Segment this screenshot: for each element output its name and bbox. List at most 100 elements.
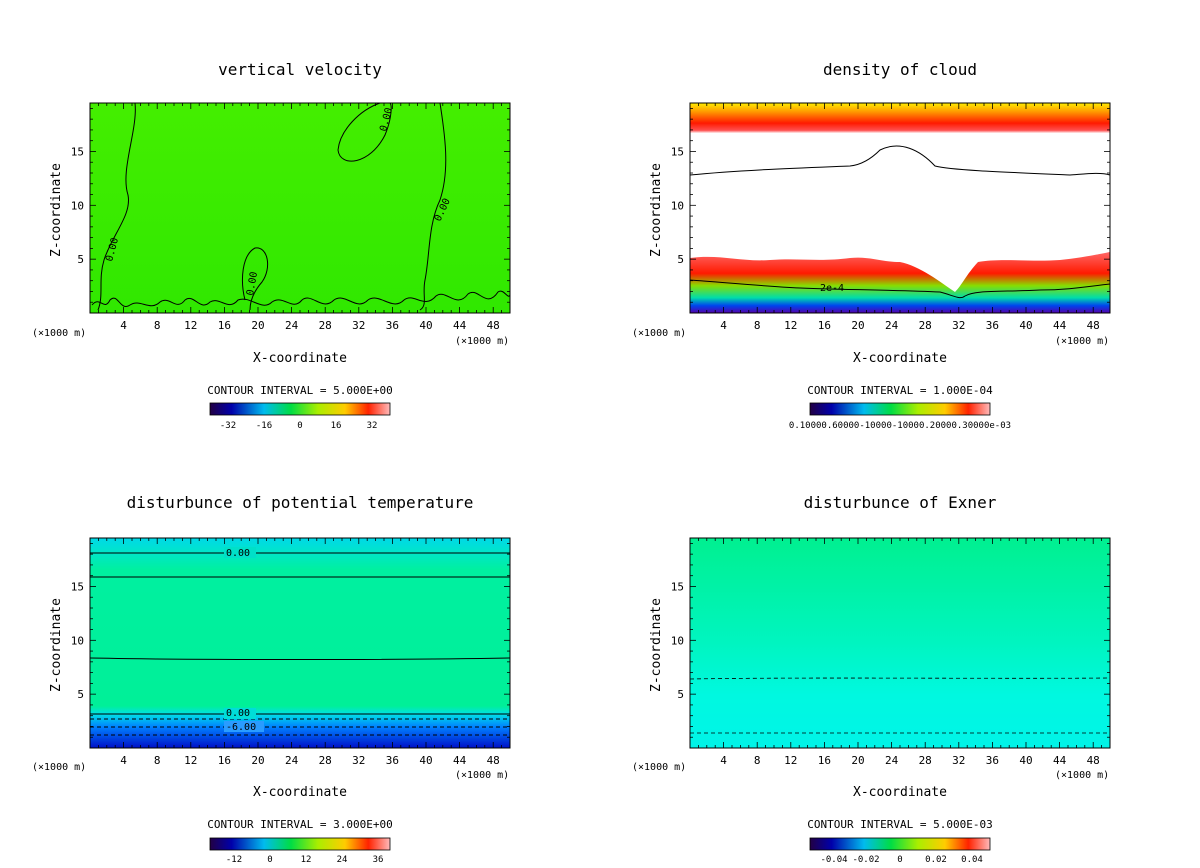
x-tick-label: 40: [1019, 319, 1032, 332]
x-unit-right: (×1000 m): [455, 336, 509, 347]
cloud-top-field: [690, 103, 1110, 175]
x-axis: 4 8 12 16 20 24 28 32 36 40 44 48: [698, 538, 1102, 767]
x-tick-label: 32: [352, 319, 365, 332]
x-tick-label: 12: [784, 319, 797, 332]
y-tick-label: 15: [671, 580, 684, 593]
colorbar-ticks: -32 -16 0 16 32: [220, 421, 378, 431]
x-tick-label: 48: [487, 754, 500, 767]
panel-density-of-cloud: density of cloud 2e-4 4 8 12 16 20 24 28 32 36 40…: [632, 60, 1111, 431]
x-tick-label: 44: [1053, 754, 1067, 767]
colorbar-tick: 36: [373, 855, 384, 865]
contour-line: [689, 677, 1111, 680]
x-tick-label: 4: [120, 319, 127, 332]
x-tick-label: 28: [919, 319, 932, 332]
colorbar-tick: 12: [301, 855, 312, 865]
x-tick-label: 8: [154, 754, 161, 767]
contour-label-bg: [224, 708, 256, 719]
x-tick-label: 12: [184, 319, 197, 332]
contour-line: [89, 657, 511, 660]
x-tick-label: 20: [851, 319, 864, 332]
x-tick-label: 20: [251, 754, 264, 767]
x-tick-label: 44: [1053, 319, 1067, 332]
contour-line: [419, 102, 447, 311]
x-tick-label: 8: [754, 319, 761, 332]
x-tick-label: 40: [419, 319, 432, 332]
plot-field: [90, 103, 510, 313]
colorbar-tick: 24: [337, 855, 348, 865]
y-tick-label: 5: [77, 688, 84, 701]
x-axis-label: X-coordinate: [253, 785, 347, 800]
x-tick-label: 16: [218, 754, 231, 767]
contour-label: -6.00: [226, 722, 256, 733]
x-unit-right: (×1000 m): [1055, 336, 1109, 347]
colorbar-tick: -0.04: [820, 855, 847, 865]
x-tick-label: 16: [818, 319, 831, 332]
colorbar-tick: 32: [367, 421, 378, 431]
x-tick-label: 48: [1087, 754, 1100, 767]
y-tick-label: 15: [71, 580, 84, 593]
y-axis-label: Z-coordinate: [49, 163, 64, 257]
x-tick-label: 4: [120, 754, 127, 767]
x-tick-label: 36: [386, 754, 399, 767]
chart-title: disturbunce of potential temperature: [127, 493, 474, 512]
contour-line: [91, 290, 511, 307]
y-tick-label: 5: [677, 253, 684, 266]
x-tick-label: 28: [319, 319, 332, 332]
colorbar: [809, 837, 991, 851]
x-tick-label: 24: [285, 754, 299, 767]
y-tick-label: 10: [671, 199, 684, 212]
y-axis-label: Z-coordinate: [649, 163, 664, 257]
chart-title: disturbunce of Exner: [804, 493, 997, 512]
x-unit-right: (×1000 m): [455, 770, 509, 781]
y-axis: 5 10 15: [71, 107, 510, 303]
plot-field: [90, 538, 510, 748]
x-axis-label: X-coordinate: [853, 351, 947, 366]
x-tick-label: 36: [986, 319, 999, 332]
x-unit-left: (×1000 m): [632, 328, 686, 339]
x-unit-left: (×1000 m): [632, 762, 686, 773]
x-tick-label: 12: [184, 754, 197, 767]
x-tick-label: 40: [419, 754, 432, 767]
x-tick-label: 36: [386, 319, 399, 332]
colorbar-tick: -12: [226, 855, 242, 865]
chart-title: vertical velocity: [218, 60, 382, 79]
x-tick-label: 40: [1019, 754, 1032, 767]
contour-interval: CONTOUR INTERVAL = 3.000E+00: [207, 818, 392, 831]
y-axis-label: Z-coordinate: [649, 598, 664, 692]
panel-exner: disturbunce of Exner 4 8 12 16 20 24 28 32 36 40 4…: [632, 493, 1111, 865]
x-tick-label: 32: [952, 319, 965, 332]
x-tick-label: 44: [453, 754, 467, 767]
colorbar-tick: -32: [220, 421, 236, 431]
contour-interval: CONTOUR INTERVAL = 1.000E-04: [807, 384, 993, 397]
x-tick-label: 44: [453, 319, 467, 332]
colorbar-tick: 0.04: [961, 855, 983, 865]
colorbar-ticks: -0.04 -0.02 0 0.02 0.04: [820, 855, 982, 865]
y-tick-label: 5: [677, 688, 684, 701]
contour-label-bg: [224, 547, 256, 558]
x-tick-label: 24: [885, 319, 899, 332]
contour-label-bg: [224, 721, 264, 732]
cloud-low-field: [690, 252, 1110, 313]
colorbar-tick: -16: [256, 421, 272, 431]
x-tick-label: 28: [919, 754, 932, 767]
x-tick-label: 28: [319, 754, 332, 767]
x-tick-label: 20: [851, 754, 864, 767]
colorbar: [209, 402, 391, 416]
contour-interval: CONTOUR INTERVAL = 5.000E-03: [807, 818, 992, 831]
x-axis: 4 8 12 16 20 24 28 32 36 40 44 48: [98, 538, 503, 767]
x-tick-label: 16: [218, 319, 231, 332]
contour-lines: [89, 552, 511, 736]
x-axis: 4 8 12 16 20 24 28 32 36 40 44 48: [98, 103, 503, 332]
contour-labels: 0.00 0.00 -6.00: [224, 547, 264, 733]
contour-interval: CONTOUR INTERVAL = 5.000E+00: [207, 384, 392, 397]
x-axis-label: X-coordinate: [253, 351, 347, 366]
x-tick-label: 36: [986, 754, 999, 767]
y-tick-label: 10: [71, 634, 84, 647]
contour-lines: [689, 145, 1111, 299]
x-tick-label: 32: [352, 754, 365, 767]
x-tick-label: 4: [720, 754, 727, 767]
chart-title: density of cloud: [823, 60, 977, 79]
colorbar-tick: 0: [297, 421, 302, 431]
